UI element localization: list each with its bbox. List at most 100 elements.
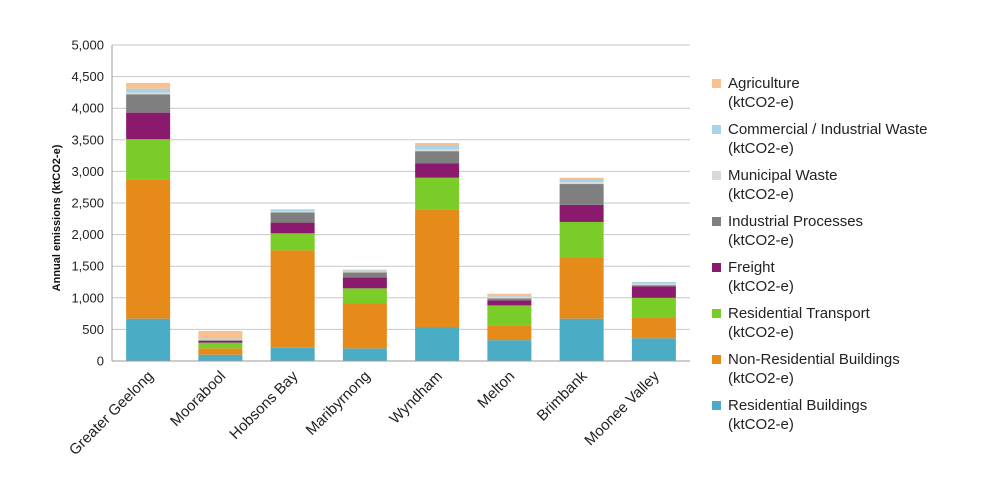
bar-segment (270, 233, 315, 251)
bar-segment (342, 348, 387, 361)
bar-segment (198, 330, 243, 339)
bar-segment (487, 300, 532, 306)
y-tick-label: 2,500 (71, 196, 104, 211)
bar-segment (631, 286, 676, 298)
legend-item: Municipal Waste (ktCO2-e) (712, 166, 992, 212)
bar-segment (415, 149, 460, 152)
bar-segment (198, 342, 243, 349)
bar-segment (631, 285, 676, 287)
legend-item: Non-Residential Buildings (ktCO2-e) (712, 350, 992, 396)
legend-swatch (712, 79, 721, 88)
legend-swatch (712, 401, 721, 410)
bar-segment (559, 221, 604, 258)
bar-segment (198, 340, 243, 343)
legend-item: Residential Transport (ktCO2-e) (712, 304, 992, 350)
x-category-label: Hobsons Bay (226, 367, 301, 442)
legend-label: Residential Transport (ktCO2-e) (728, 305, 870, 341)
y-axis-ticks: 0 500 1,000 1,500 2,000 2,500 3,000 3,500 4,000 4… (71, 38, 104, 369)
legend-label: Residential Buildings (ktCO2-e) (728, 397, 868, 433)
bar-segment (631, 297, 676, 319)
bar-segment (126, 179, 171, 319)
bar-segment (198, 354, 243, 361)
bar-segment (342, 269, 387, 271)
bar-segment (487, 340, 532, 361)
y-tick-label: 500 (82, 322, 104, 337)
bar-segment (342, 271, 387, 273)
bar-segment (270, 209, 315, 212)
y-axis-label: Annual emissions (ktCO2-e) (51, 144, 63, 291)
y-tick-label: 2,000 (71, 227, 104, 242)
bar-segment (415, 163, 460, 178)
bar-segment (415, 177, 460, 210)
bar-segment (487, 297, 532, 299)
x-category-label: Brimbank (534, 367, 591, 424)
gridlines (112, 44, 690, 330)
bar-segment (415, 151, 460, 164)
bar-segment (631, 282, 676, 284)
bar-segment (270, 222, 315, 234)
bar-segment (487, 298, 532, 301)
bar-segment (126, 112, 171, 140)
bar-segment (487, 305, 532, 326)
bar-segment (198, 348, 243, 355)
legend-label: Industrial Processes (ktCO2-e) (728, 213, 864, 249)
bar-segment (270, 347, 315, 361)
legend-item: Industrial Processes (ktCO2-e) (712, 212, 992, 258)
bar-segment (126, 88, 171, 93)
bar-segment (342, 270, 387, 272)
legend-label: Municipal Waste (ktCO2-e) (728, 167, 838, 203)
legend: Agriculture (ktCO2-e) Commercial / Indust… (712, 74, 992, 442)
legend-label: Freight (ktCO2-e) (728, 259, 794, 295)
bar-segment (198, 338, 243, 340)
bar-segment (126, 139, 171, 180)
x-category-label: Wyndham (386, 368, 446, 428)
bar-segment (487, 293, 532, 297)
y-tick-label: 4,500 (71, 69, 104, 84)
bar-segment (415, 327, 460, 361)
bar-segment (631, 318, 676, 339)
bar-segment (559, 204, 604, 222)
y-tick-label: 4,000 (71, 101, 104, 116)
legend-item: Commercial / Industrial Waste (ktCO2-e) (712, 120, 992, 166)
bar-segment (198, 339, 243, 341)
bar-segment (126, 94, 171, 113)
bar-segment (559, 184, 604, 205)
bar-segment (415, 145, 460, 150)
bar-segment (270, 212, 315, 223)
x-category-label: Greater Geelong (66, 368, 157, 459)
bar-segment (559, 178, 604, 183)
bar-segment (559, 182, 604, 185)
legend-swatch (712, 125, 721, 134)
bar-segment (342, 288, 387, 304)
legend-label: Agriculture (ktCO2-e) (728, 75, 800, 111)
bar-segment (342, 272, 387, 278)
bar-segment (198, 340, 243, 341)
legend-label: Commercial / Industrial Waste (ktCO2-e) (728, 121, 928, 157)
bar-segment (487, 296, 532, 298)
y-tick-label: 5,000 (71, 38, 104, 53)
bar-segment (342, 277, 387, 289)
bar-segment (415, 142, 460, 146)
bar-segment (270, 211, 315, 213)
y-tick-label: 3,000 (71, 164, 104, 179)
y-tick-label: 1,000 (71, 290, 104, 305)
y-tick-label: 1,500 (71, 259, 104, 274)
bar-segment (559, 318, 604, 361)
bar-segment (415, 209, 460, 328)
bar-segment (270, 250, 315, 348)
y-tick-label: 0 (97, 354, 104, 369)
bar-segment (559, 257, 604, 319)
bar-segment (631, 283, 676, 286)
legend-swatch (712, 217, 721, 226)
legend-swatch (712, 171, 721, 180)
legend-item: Freight (ktCO2-e) (712, 258, 992, 304)
bars (126, 82, 676, 361)
x-category-label: Melton (474, 368, 518, 412)
bar-segment (559, 177, 604, 179)
bar-segment (342, 303, 387, 349)
bar-segment (487, 325, 532, 341)
legend-item: Agriculture (ktCO2-e) (712, 74, 992, 120)
legend-swatch (712, 309, 721, 318)
